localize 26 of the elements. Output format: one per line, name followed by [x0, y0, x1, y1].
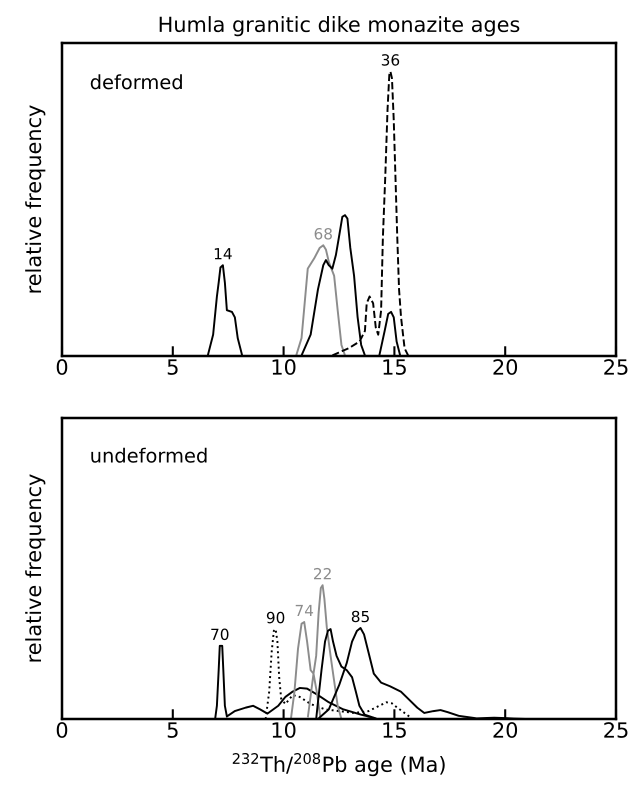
x-tick-label: 20 — [493, 722, 518, 738]
series-label: 36 — [382, 54, 400, 66]
series-label: 68 — [314, 228, 332, 240]
series-label: 74 — [296, 604, 314, 616]
x-axis-title: $^{232}$Th/$^{208}$Pb age (Ma) — [232, 753, 445, 776]
x-tick-label: 20 — [493, 359, 518, 375]
x-tick-label: 5 — [168, 359, 178, 375]
x-tick-label: 0 — [56, 722, 68, 738]
series-label: 90 — [266, 612, 284, 624]
series-label: 70 — [211, 628, 228, 640]
chart-title: Humla granitic dike monazite ages — [160, 16, 520, 36]
x-tick-label: 0 — [56, 359, 68, 375]
x-tick-label: 5 — [168, 722, 178, 738]
series-label: 85 — [352, 610, 369, 622]
text: undeformed — [91, 448, 207, 463]
y-axis-title: relative frequency — [25, 474, 46, 662]
series-label: 22 — [314, 568, 331, 580]
x-tick-label: 25 — [604, 359, 628, 375]
x-tick-label: 10 — [272, 722, 296, 738]
x-tick-label: 15 — [383, 722, 406, 738]
x-tick-label: 25 — [604, 722, 628, 738]
y-axis-title: relative frequency — [25, 105, 46, 292]
series-label: 14 — [214, 248, 232, 260]
x-tick-label: 15 — [383, 359, 406, 375]
x-tick-label: 10 — [272, 359, 296, 375]
annotation: deformed — [90, 74, 182, 90]
